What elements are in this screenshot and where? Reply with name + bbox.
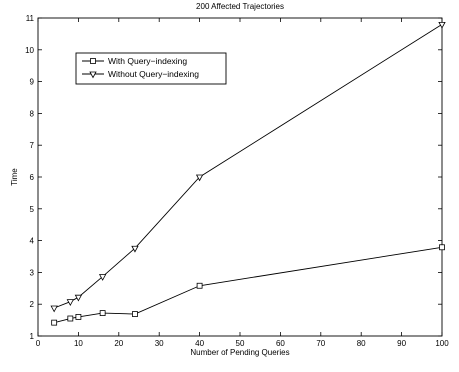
y-tick-label: 5	[30, 205, 35, 214]
x-tick-label: 80	[357, 339, 366, 348]
series-lines	[50, 21, 446, 326]
data-point-with-query-indexing	[75, 314, 82, 320]
data-point-with-query-indexing	[439, 244, 445, 251]
chart-title: 200 Affected Trajectories	[196, 2, 284, 11]
x-tick-label: 10	[74, 339, 83, 348]
legend: With Query−indexing Without Query−indexin…	[75, 52, 227, 85]
x-tick-label: 20	[114, 339, 123, 348]
data-point-with-query-indexing	[99, 310, 106, 317]
y-axis-label: Time	[10, 168, 19, 186]
series-line-with-query-indexing	[54, 246, 443, 324]
legend-marker-with-query-indexing	[90, 58, 96, 64]
legend-label-without-query-indexing: Without Query−indexing	[108, 69, 199, 79]
y-tick-label: 3	[30, 268, 35, 277]
x-tick-label: 90	[397, 339, 406, 348]
data-point-without-query-indexing	[195, 174, 204, 182]
x-tick-label: 60	[276, 339, 285, 348]
legend-items: With Query−indexing Without Query−indexin…	[82, 56, 199, 79]
x-axis-label: Number of Pending Queries	[190, 348, 289, 357]
data-point-without-query-indexing	[98, 274, 107, 281]
data-point-with-query-indexing	[51, 319, 58, 326]
y-tick-label: 9	[30, 78, 35, 87]
data-point-with-query-indexing	[196, 282, 203, 289]
data-point-with-query-indexing	[67, 315, 74, 322]
data-point-without-query-indexing	[50, 305, 58, 313]
y-tick-label: 10	[25, 46, 34, 55]
data-point-without-query-indexing	[131, 245, 139, 253]
y-tick-label: 6	[30, 173, 35, 182]
y-tick-label: 8	[30, 109, 35, 118]
x-tick-label: 50	[236, 339, 245, 348]
x-tick-label: 0	[36, 339, 41, 348]
axis-ticks: 0 10 20 30 40 50 60 70 80 90 100 1 2 3 4 5 6 7 8 9 10 11	[25, 14, 449, 348]
legend-box	[75, 52, 227, 85]
legend-marker-without-query-indexing	[89, 71, 97, 79]
data-point-without-query-indexing	[74, 294, 83, 302]
y-tick-label: 4	[30, 237, 35, 246]
y-tick-label: 11	[26, 14, 35, 23]
data-point-without-query-indexing	[66, 299, 74, 306]
legend-label-with-query-indexing: With Query−indexing	[108, 56, 187, 66]
data-point-without-query-indexing	[438, 21, 446, 29]
x-tick-label: 70	[316, 339, 325, 348]
x-tick-label: 40	[195, 339, 204, 348]
y-tick-label: 2	[30, 300, 35, 309]
data-point-with-query-indexing	[132, 311, 138, 317]
y-tick-label: 1	[30, 332, 35, 341]
x-tick-label: 30	[155, 339, 164, 348]
y-tick-label: 7	[30, 141, 35, 150]
x-tick-label: 100	[435, 339, 449, 348]
